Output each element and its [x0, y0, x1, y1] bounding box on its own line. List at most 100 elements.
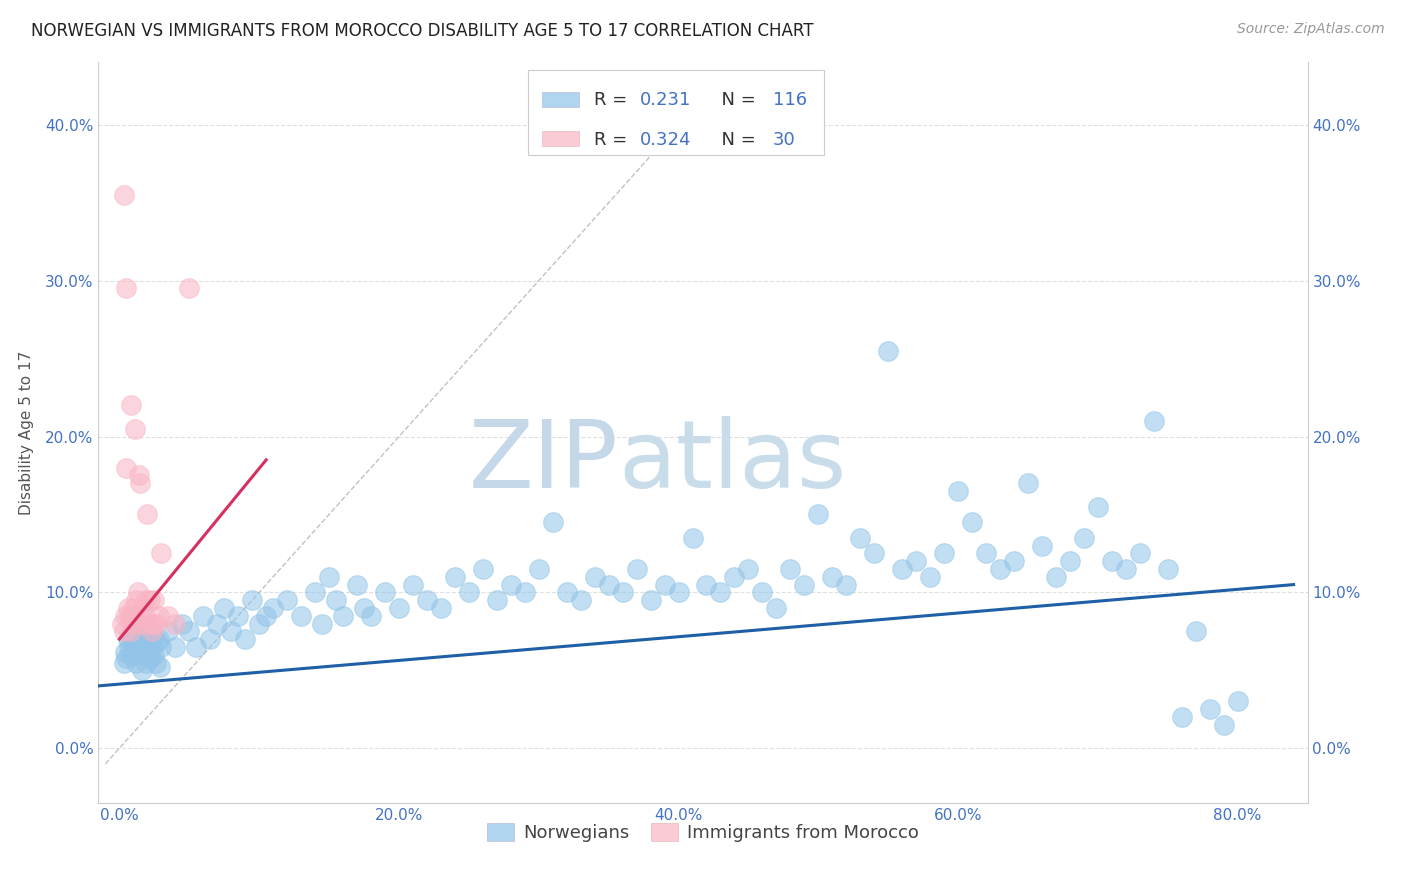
Point: [1031, 539, 1053, 553]
Point: [193, 608, 215, 623]
Point: [129, 640, 152, 654]
Point: [120, 649, 142, 664]
Point: [115, 650, 138, 665]
Text: ZIP: ZIP: [468, 417, 619, 508]
Point: [124, 422, 146, 436]
Point: [835, 577, 858, 591]
Point: [695, 577, 717, 591]
Point: [127, 585, 149, 599]
Point: [640, 593, 662, 607]
Point: [138, 616, 160, 631]
Point: [485, 593, 508, 607]
Point: [737, 562, 759, 576]
Point: [807, 508, 830, 522]
Point: [114, 608, 136, 623]
Point: [1184, 624, 1206, 639]
Y-axis label: Disability Age 5 to 17: Disability Age 5 to 17: [18, 351, 34, 515]
Point: [430, 601, 453, 615]
Point: [416, 593, 439, 607]
Point: [112, 624, 135, 639]
Point: [583, 570, 606, 584]
Text: atlas: atlas: [619, 417, 846, 508]
Point: [569, 593, 592, 607]
Point: [117, 632, 139, 647]
Point: [276, 593, 298, 607]
Point: [444, 570, 467, 584]
Text: 0.324: 0.324: [640, 130, 692, 149]
Point: [1143, 414, 1166, 428]
Point: [128, 624, 150, 639]
Text: N =: N =: [710, 130, 762, 149]
Point: [226, 608, 249, 623]
FancyBboxPatch shape: [543, 92, 579, 107]
Point: [751, 585, 773, 599]
Point: [920, 570, 942, 584]
Point: [360, 608, 382, 623]
Point: [457, 585, 479, 599]
Point: [121, 635, 143, 649]
Point: [136, 508, 159, 522]
Point: [318, 570, 340, 584]
Point: [247, 616, 270, 631]
Point: [125, 656, 148, 670]
Point: [311, 616, 333, 631]
Point: [1171, 710, 1194, 724]
Point: [132, 601, 155, 615]
Point: [598, 577, 620, 591]
Point: [122, 629, 145, 643]
Text: R =: R =: [593, 130, 633, 149]
Point: [353, 601, 375, 615]
Point: [165, 616, 187, 631]
Point: [141, 640, 163, 654]
Text: Source: ZipAtlas.com: Source: ZipAtlas.com: [1237, 22, 1385, 37]
Point: [134, 620, 156, 634]
Point: [165, 640, 187, 654]
Point: [1059, 554, 1081, 568]
Point: [262, 601, 284, 615]
Point: [157, 624, 180, 639]
Point: [127, 648, 149, 662]
Point: [1073, 531, 1095, 545]
Point: [139, 650, 162, 665]
Point: [112, 188, 135, 202]
Point: [142, 616, 165, 631]
Point: [143, 593, 166, 607]
Point: [863, 546, 886, 560]
Point: [128, 468, 150, 483]
Point: [128, 608, 150, 623]
Point: [1157, 562, 1180, 576]
Point: [793, 577, 815, 591]
Point: [849, 531, 872, 545]
Point: [120, 398, 142, 412]
Point: [709, 585, 731, 599]
Point: [117, 601, 139, 615]
Point: [149, 660, 172, 674]
Point: [499, 577, 522, 591]
Text: N =: N =: [710, 92, 762, 110]
Point: [145, 656, 167, 670]
Point: [682, 531, 704, 545]
Text: 30: 30: [773, 130, 796, 149]
Point: [111, 616, 134, 631]
Point: [135, 593, 157, 607]
Point: [332, 608, 354, 623]
Point: [346, 577, 368, 591]
Point: [1212, 718, 1234, 732]
Point: [179, 624, 201, 639]
Point: [121, 608, 143, 623]
Point: [1045, 570, 1067, 584]
Point: [135, 656, 157, 670]
Point: [471, 562, 494, 576]
Point: [146, 635, 169, 649]
Point: [555, 585, 578, 599]
Point: [304, 585, 326, 599]
Point: [626, 562, 648, 576]
Point: [148, 632, 170, 647]
Point: [723, 570, 745, 584]
Point: [141, 624, 163, 639]
Point: [136, 635, 159, 649]
Point: [131, 663, 153, 677]
Point: [129, 476, 152, 491]
Point: [1002, 554, 1025, 568]
Point: [934, 546, 956, 560]
